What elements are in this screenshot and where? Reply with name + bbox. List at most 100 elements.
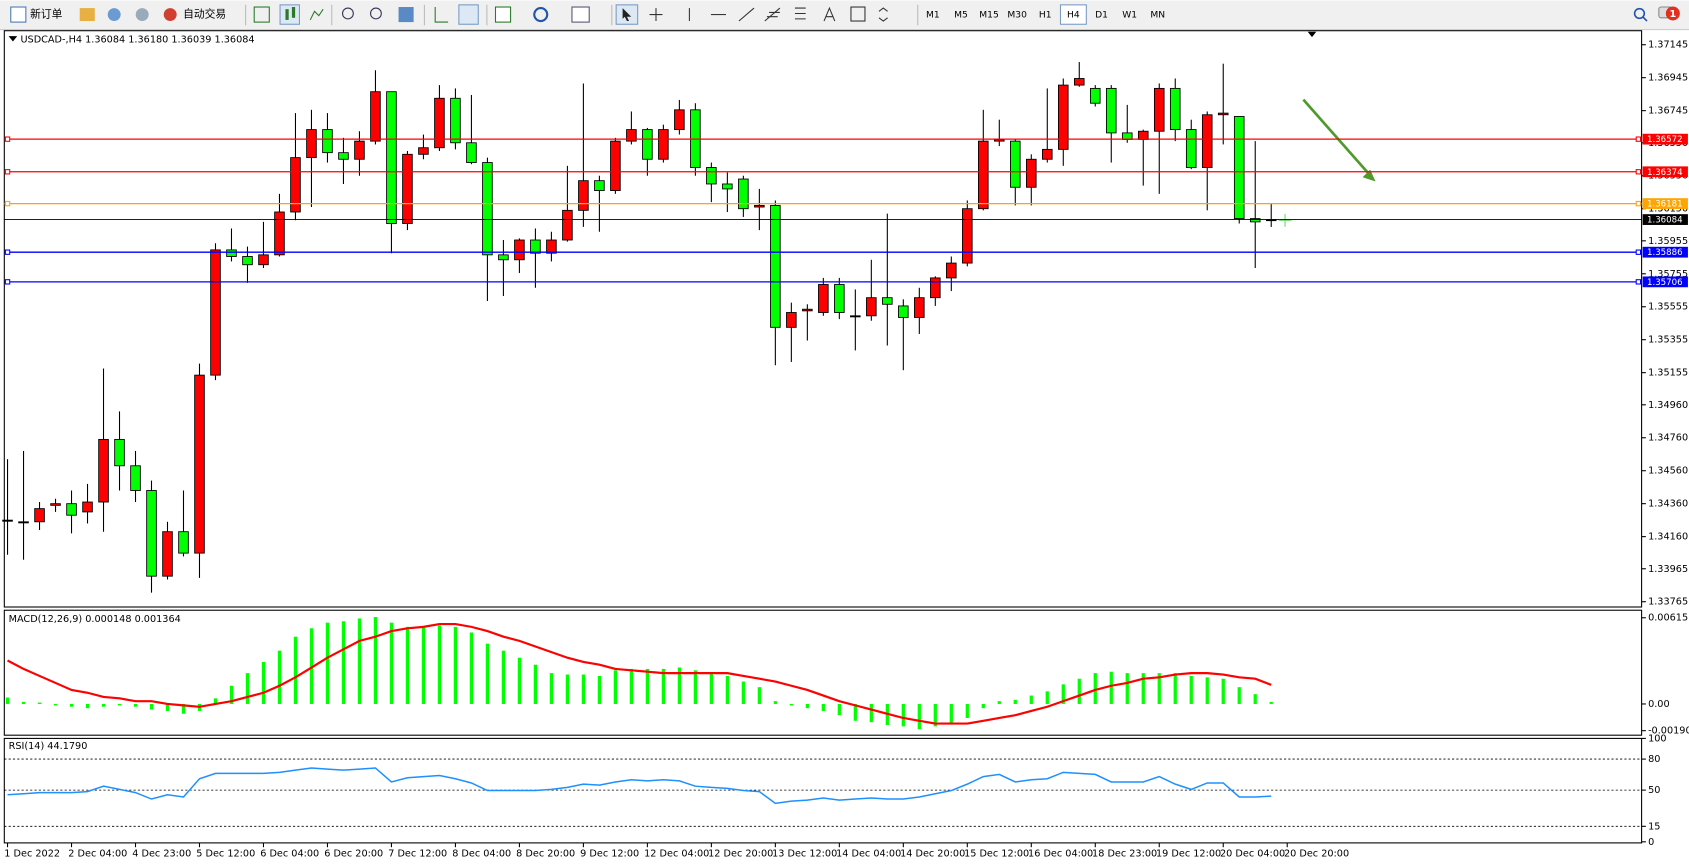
macd-histogram-bar	[1125, 673, 1129, 704]
timeframe-button[interactable]: D1	[1095, 11, 1108, 21]
macd-histogram-bar	[1237, 687, 1241, 704]
channel-tool[interactable]	[764, 7, 781, 22]
timeframe-button[interactable]: M1	[926, 11, 940, 21]
candle-body	[962, 208, 973, 264]
search-icon[interactable]	[1633, 7, 1646, 20]
trendline-tool[interactable]	[738, 7, 755, 22]
y-tick-label: 1.34560	[1648, 466, 1688, 477]
candle-body	[850, 315, 861, 318]
candle-chart-icon[interactable]	[279, 4, 300, 25]
new-order-button[interactable]: 新订单	[30, 8, 63, 21]
zoom-out-icon[interactable]	[370, 7, 382, 20]
level-label-bg	[1642, 198, 1688, 209]
macd-histogram-bar	[1109, 671, 1113, 704]
level-handle	[4, 136, 11, 142]
candle-body	[258, 254, 269, 266]
notification-badge[interactable]	[1665, 6, 1680, 21]
candle-body	[130, 465, 141, 491]
candle-body	[1137, 130, 1149, 140]
auto-trading-button[interactable]: 自动交易	[183, 8, 226, 21]
candle-body	[450, 97, 461, 144]
macd-histogram-bar	[949, 703, 953, 724]
timeframe-button[interactable]: M5	[954, 11, 968, 21]
candle-body	[834, 284, 845, 313]
macd-histogram-bar	[917, 703, 921, 730]
templates-icon[interactable]	[571, 6, 590, 23]
symbol-menu-arrow[interactable]	[8, 36, 18, 42]
macd-histogram-bar	[293, 636, 298, 704]
icon	[622, 8, 632, 22]
timeframe-button[interactable]: M15	[979, 11, 999, 21]
macd-histogram-bar	[5, 697, 10, 704]
macd-histogram-bar	[661, 668, 665, 704]
timeframe-button[interactable]: H4	[1067, 11, 1080, 21]
y-tick-label: 1.35955	[1648, 236, 1688, 247]
timeframe-button[interactable]: W1	[1122, 11, 1137, 21]
macd-histogram-bar	[1269, 701, 1273, 704]
timeframe-button[interactable]: MN	[1150, 11, 1165, 21]
macd-histogram-bar	[965, 703, 969, 718]
candle-body	[290, 157, 301, 213]
auto-trading-icon[interactable]	[163, 8, 177, 22]
new-order-icon[interactable]	[10, 6, 27, 23]
x-tick-label: 18 Dec 23:00	[1092, 849, 1157, 860]
macd-histogram-bar	[325, 622, 330, 704]
annotation-arrow	[1302, 98, 1370, 174]
icon[interactable]	[135, 8, 149, 22]
candle-body	[754, 204, 765, 208]
macd-histogram-bar	[373, 617, 378, 704]
candle-body	[674, 109, 685, 131]
fibo-tool[interactable]	[794, 7, 806, 20]
x-tick-label: 2 Dec 04:00	[68, 849, 127, 860]
line-chart-icon[interactable]	[309, 8, 324, 21]
macd-histogram-bar	[581, 674, 586, 704]
label-tool[interactable]	[850, 6, 866, 22]
y-tick-label: 1.35555	[1648, 302, 1688, 313]
level-label-bg	[1642, 246, 1688, 258]
candle-body	[1121, 132, 1133, 140]
macd-histogram-bar	[1093, 673, 1097, 704]
macd-histogram-bar	[1205, 677, 1209, 704]
autoscroll-icon[interactable]	[434, 7, 449, 23]
x-tick-label: 12 Dec 04:00	[644, 849, 709, 860]
macd-histogram-bar	[133, 703, 138, 707]
rsi-label: RSI(14) 44.1790	[9, 741, 88, 752]
macd-histogram-bar	[773, 701, 777, 704]
active-timeframe-box	[1059, 4, 1087, 25]
candle-body	[2, 519, 13, 522]
macd-histogram-bar	[181, 703, 186, 714]
zoom-in-icon[interactable]	[342, 7, 354, 20]
macd-histogram-bar	[1013, 699, 1017, 704]
level-label: 1.36181	[1647, 200, 1683, 210]
candle-body	[1041, 148, 1053, 160]
crosshair-tool[interactable]	[649, 8, 663, 22]
bar-chart-icon[interactable]	[253, 6, 270, 23]
macd-histogram-bar	[53, 703, 58, 706]
indicators-icon[interactable]	[494, 6, 512, 23]
timeframe-button[interactable]: M30	[1007, 11, 1027, 21]
periods-icon[interactable]	[533, 7, 549, 23]
y-tick-label: 1.37145	[1648, 40, 1688, 51]
icon[interactable]	[79, 8, 95, 22]
y-tick-label: 50	[1648, 785, 1660, 796]
macd-histogram-bar	[1189, 675, 1193, 704]
timeframe-button[interactable]: H1	[1039, 11, 1052, 21]
icon[interactable]	[107, 8, 121, 22]
macd-histogram-bar	[997, 701, 1001, 704]
level-handle	[4, 279, 11, 285]
macd-histogram-bar	[245, 673, 250, 704]
candle-body	[706, 167, 717, 185]
candle-body	[930, 277, 941, 299]
macd-histogram-bar	[1157, 673, 1161, 704]
macd-histogram-bar	[1029, 695, 1033, 704]
candle-body	[866, 297, 877, 317]
current-price-label-bg	[1642, 214, 1688, 225]
x-tick-label: 20 Dec 20:00	[1284, 849, 1349, 860]
candle-body	[658, 129, 669, 160]
candle-body	[402, 153, 413, 224]
macd-histogram-bar	[261, 661, 266, 704]
text-tool[interactable]	[823, 6, 836, 22]
arrows-tool[interactable]	[878, 7, 888, 22]
shift-icon[interactable]	[458, 4, 479, 25]
tile-icon[interactable]	[398, 7, 414, 23]
